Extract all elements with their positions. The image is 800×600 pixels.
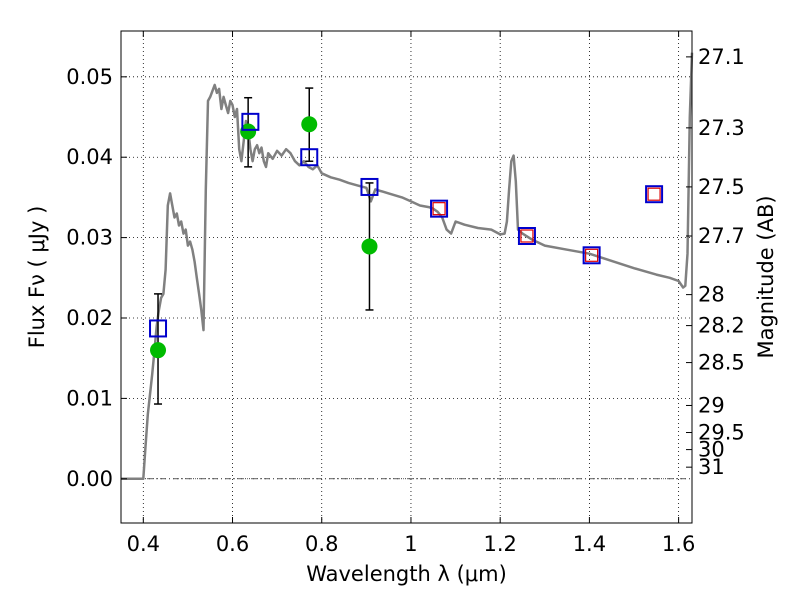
model-photometry-marker [582, 246, 601, 265]
right-tick-label: 29 [698, 393, 725, 417]
model-photometry-marker [300, 148, 319, 167]
model-photometry-marker [517, 227, 536, 245]
y-tick-label: 0.04 [66, 145, 113, 169]
right-tick-label: 31 [698, 455, 725, 479]
grid [121, 31, 692, 523]
model-photometry-red-marker [432, 202, 446, 216]
model-photometry-red-marker [647, 187, 661, 201]
x-tick-label: 1.2 [483, 532, 516, 556]
series-layer [121, 52, 694, 481]
y-axis-label: Flux Fν ( μJy ) [25, 206, 49, 349]
right-tick-label: 28.2 [698, 314, 745, 338]
x-tick-label: 1.4 [573, 532, 606, 556]
right-tick-label: 28.5 [698, 351, 745, 375]
y-tick-label: 0.00 [66, 467, 113, 491]
x-tick-label: 0.8 [305, 532, 338, 556]
x-tick-label: 0.6 [216, 532, 249, 556]
observed-point [150, 342, 167, 359]
right-tick-label: 27.7 [698, 224, 745, 248]
y-tick-label: 0.03 [66, 226, 113, 250]
model-photometry-marker [149, 319, 168, 338]
observed-point [301, 116, 318, 133]
ticks: 0.4 0.6 0.8 1 1.2 1.4 1.6 0.00 0.01 0.02 0.03 0.04 0… [66, 31, 745, 556]
observed-point [240, 123, 257, 140]
model-photometry-red-marker [520, 229, 534, 243]
right-tick-label: 28 [698, 283, 725, 307]
model-photometry-marker [360, 177, 379, 196]
observed-point [361, 238, 378, 255]
right-tick-label: 27.5 [698, 175, 745, 199]
right-tick-label: 27.1 [698, 45, 745, 69]
sed-model-line [121, 52, 694, 481]
model-photometry-marker [241, 112, 260, 131]
model-photometry-marker [645, 185, 664, 204]
right-axis-label: Magnitude (AB) [754, 195, 778, 358]
x-tick-label: 1 [404, 532, 417, 556]
plot-frame [120, 30, 693, 524]
right-tick-label: 29.5 [698, 421, 745, 445]
x-tick-label: 1.6 [662, 532, 695, 556]
x-tick-label: 0.4 [127, 532, 160, 556]
y-tick-label: 0.05 [66, 65, 113, 89]
right-tick-label: 30 [698, 438, 725, 462]
x-axis-label: Wavelength λ (μm) [306, 562, 507, 586]
model-photometry-red-marker [585, 248, 599, 262]
y-tick-label: 0.01 [66, 386, 113, 410]
right-tick-label: 27.3 [698, 116, 745, 140]
y-tick-label: 0.02 [66, 306, 113, 330]
model-photometry-marker [430, 199, 449, 218]
